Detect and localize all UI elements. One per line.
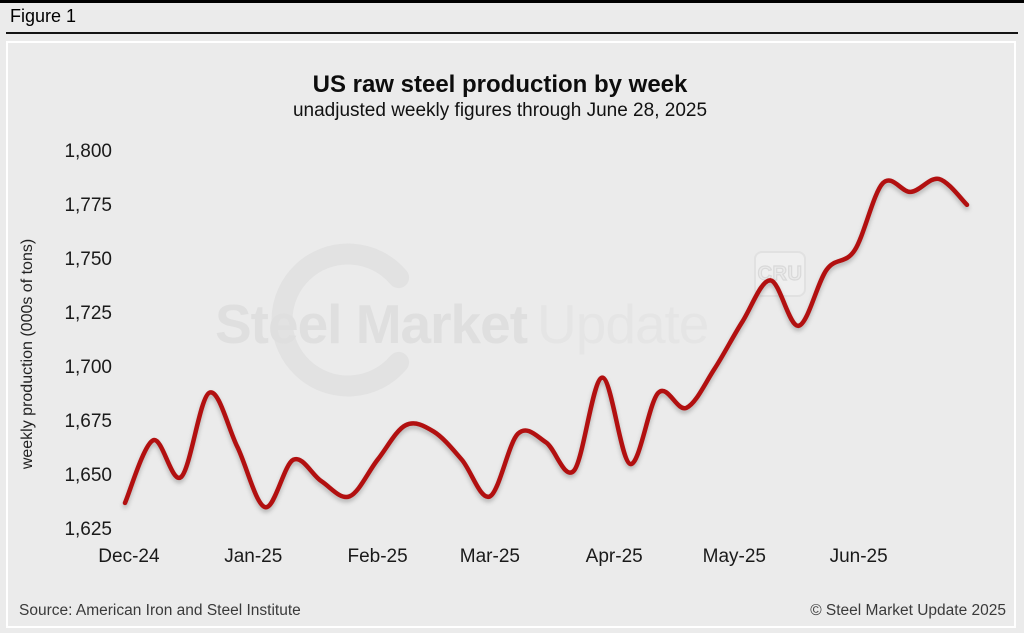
figure-label: Figure 1 <box>10 6 77 26</box>
y-tick-1800: 1,800 <box>64 141 112 162</box>
production-line <box>122 176 970 510</box>
y-tick-1650: 1,650 <box>64 465 112 486</box>
y-tick-1625: 1,625 <box>64 519 112 540</box>
source-attribution: Source: American Iron and Steel Institut… <box>19 602 301 619</box>
x-tick-Apr-25: Apr-25 <box>585 546 643 567</box>
chart-title: US raw steel production by week <box>312 71 688 98</box>
chart-subtitle: unadjusted weekly figures through June 2… <box>292 100 708 121</box>
smu-watermark-text: Steel Market Update <box>215 292 709 356</box>
x-tick-Mar-25: Mar-25 <box>459 546 520 567</box>
x-tick-Dec-24: Dec-24 <box>98 546 160 567</box>
y-tick-1775: 1,775 <box>64 195 112 216</box>
chart-panel-border <box>6 41 1016 628</box>
y-tick-1750: 1,750 <box>64 249 112 270</box>
x-tick-May-25: May-25 <box>702 546 766 567</box>
y-tick-1700: 1,700 <box>64 357 112 378</box>
y-tick-1675: 1,675 <box>64 411 112 432</box>
top-border-bar <box>0 0 1024 3</box>
header-divider <box>6 32 1018 34</box>
smu-watermark-light: Update <box>537 293 709 355</box>
x-tick-Feb-25: Feb-25 <box>347 546 408 567</box>
copyright-notice: © Steel Market Update 2025 <box>810 602 1006 619</box>
x-tick-Jun-25: Jun-25 <box>829 546 888 567</box>
x-tick-Jan-25: Jan-25 <box>224 546 283 567</box>
y-tick-1725: 1,725 <box>64 303 112 324</box>
smu-watermark-bold: Steel Market <box>215 293 528 355</box>
